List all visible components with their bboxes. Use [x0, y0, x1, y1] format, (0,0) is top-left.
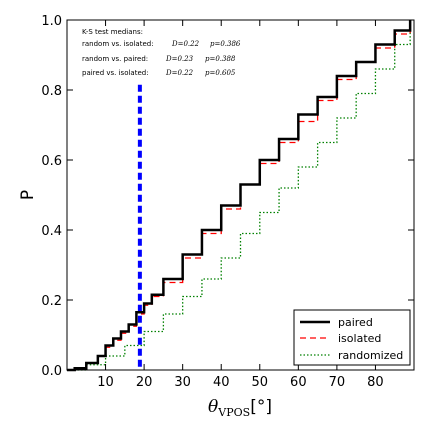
annotation-line-3-d: D=0.22: [165, 69, 194, 77]
x-tick-label: 50: [252, 375, 269, 390]
annotation-line-2-p: p=0.388: [205, 55, 236, 63]
annotation-line-2-label: random vs. paired:: [82, 55, 148, 63]
legend-label-paired: paired: [338, 316, 373, 329]
ticks-layer: 10 20 30 40 50 60 70 80 0.0 0.2 0.4 0.6 0.8 1.0: [41, 14, 414, 390]
x-tick-label: 70: [329, 375, 346, 390]
y-tick-label: 0.8: [41, 84, 62, 99]
legend: paired isolated randomized: [293, 309, 411, 366]
series-layer: [67, 20, 412, 372]
annotation-line-3-label: paired vs. isolated:: [82, 69, 149, 77]
annotation-line-1-d: D=0.22: [171, 40, 200, 48]
annotation-line-1-p: p=0.386: [210, 40, 241, 48]
y-tick-label: 0.4: [41, 224, 62, 239]
annotation-line-3-p: p=0.605: [205, 69, 236, 77]
y-tick-label: 1.0: [41, 14, 62, 29]
legend-label-randomized: randomized: [338, 349, 403, 362]
series-line-paired: [67, 20, 412, 372]
x-tick-label: 10: [97, 375, 114, 390]
y-axis-label: P: [18, 190, 38, 200]
y-tick-label: 0.2: [41, 294, 62, 309]
ks-annotation: K-S test medians: random vs. isolated: D…: [82, 28, 241, 77]
legend-label-isolated: isolated: [338, 332, 381, 345]
annotation-line-2-d: D=0.23: [165, 55, 194, 63]
x-tick-label: 80: [367, 375, 384, 390]
annotation-line-1-label: random vs. isolated:: [82, 40, 154, 48]
annotation-title: K-S test medians:: [82, 28, 143, 36]
plot-frame: [66, 19, 415, 371]
x-tick-label: 40: [213, 375, 230, 390]
y-tick-label: 0.0: [41, 364, 62, 379]
x-axis-label: θVPOS[°]: [208, 397, 272, 419]
x-tick-label: 60: [290, 375, 307, 390]
x-tick-label: 30: [174, 375, 191, 390]
x-tick-label: 20: [136, 375, 153, 390]
y-tick-label: 0.6: [41, 154, 62, 169]
